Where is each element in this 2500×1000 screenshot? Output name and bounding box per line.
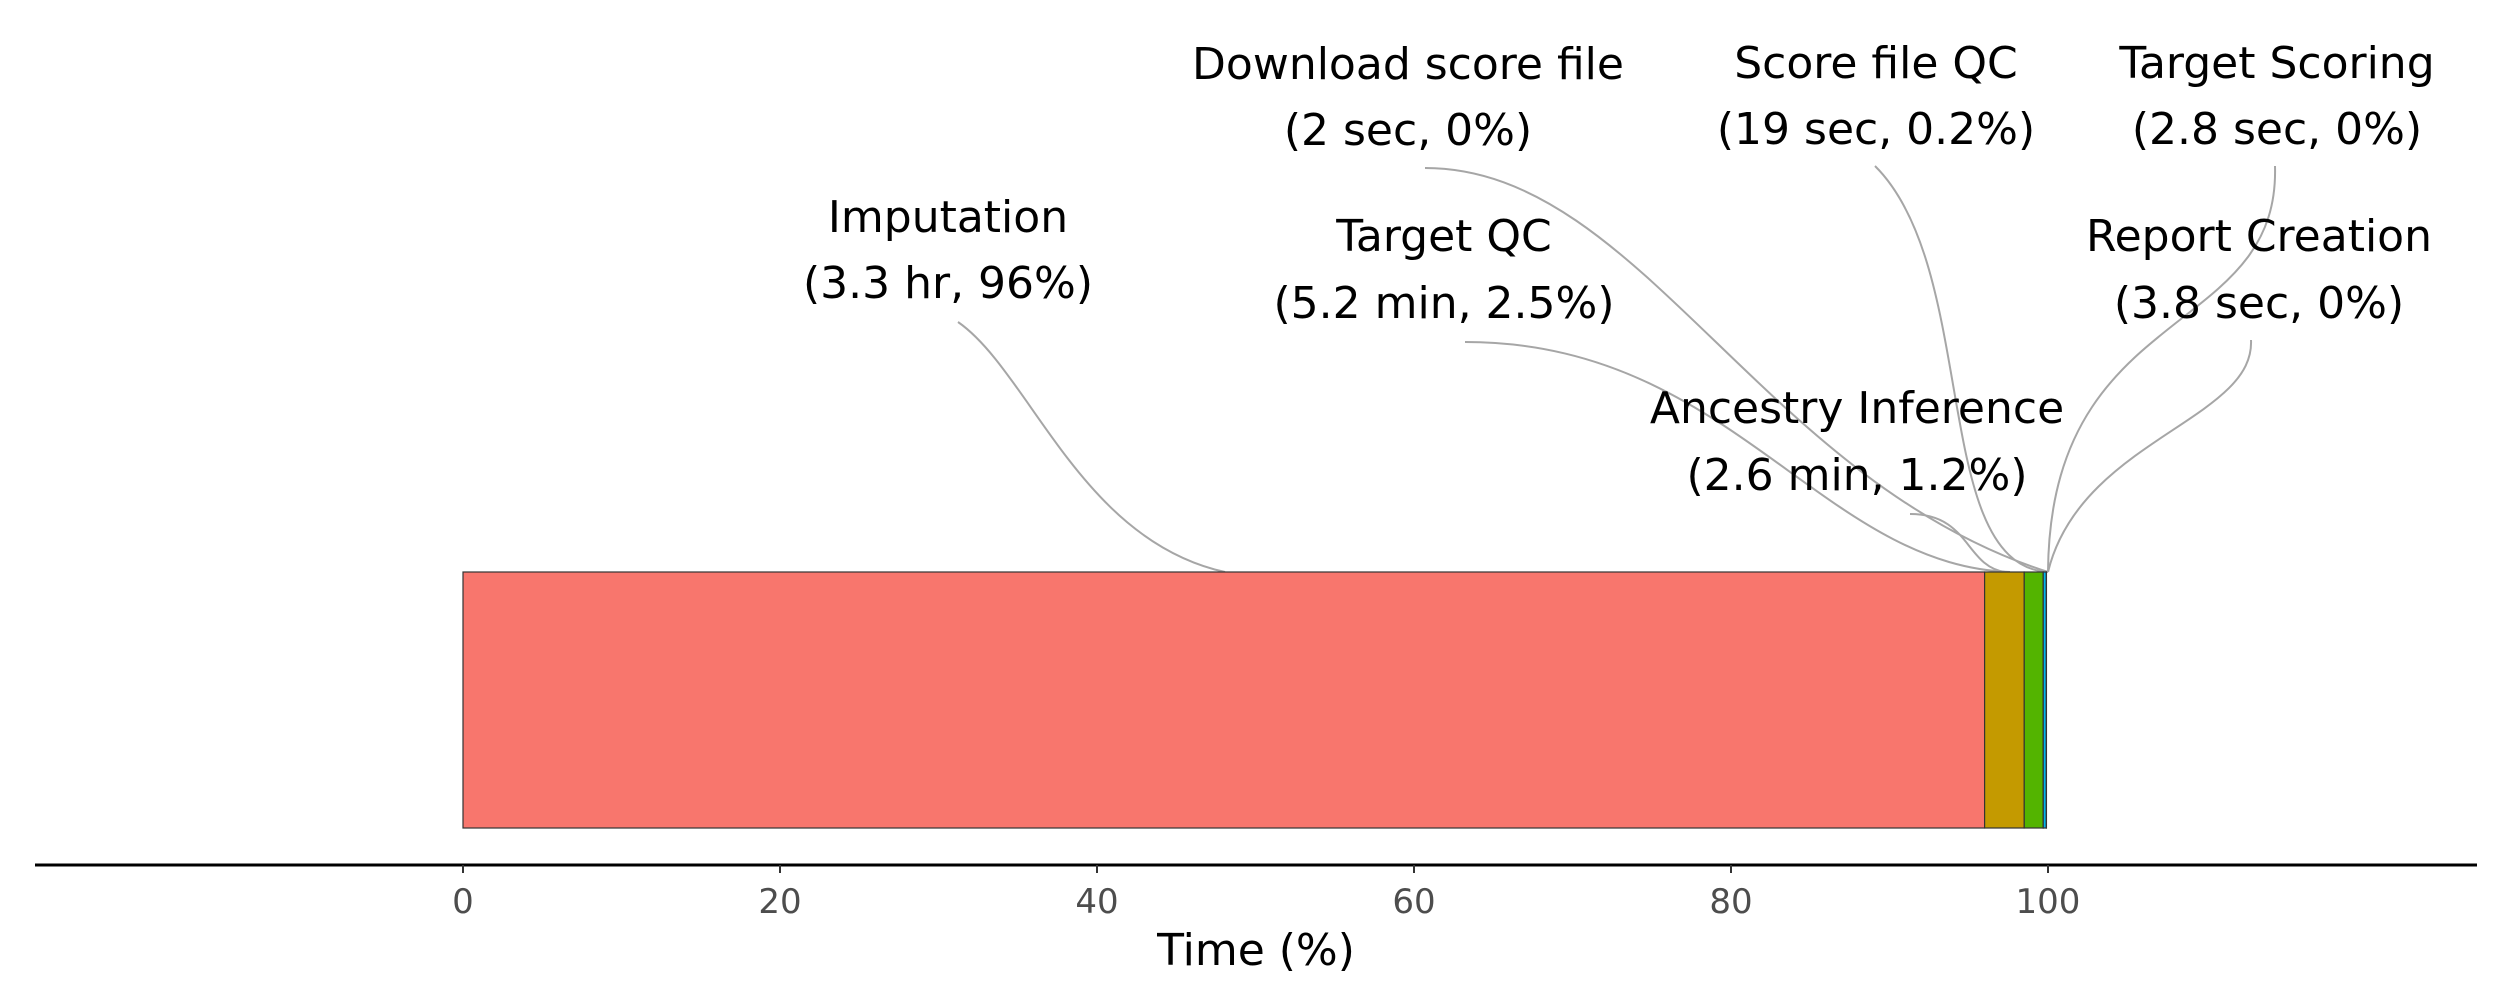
- leader-line-score-file-qc: [1874, 165, 2049, 573]
- x-tick-label-0: 0: [452, 882, 474, 922]
- annotation-value-imputation: (3.3 hr, 96%): [803, 258, 1093, 309]
- x-tick-label-60: 60: [1392, 882, 1435, 922]
- annotation-value-report-creation: (3.8 sec, 0%): [2114, 278, 2404, 329]
- annotation-name-ancestry-inference: Ancestry Inference: [1650, 383, 2064, 434]
- annotation-name-score-file-qc: Score file QC: [1734, 38, 2018, 89]
- leader-line-target-scoring: [2047, 165, 2277, 573]
- annotation-name-report-creation: Report Creation: [2086, 211, 2432, 262]
- bar-segments: [462, 571, 2048, 829]
- x-axis-title: Time (%): [1156, 925, 1355, 976]
- x-tick-label-20: 20: [758, 882, 801, 922]
- leader-line-imputation: [957, 321, 1226, 573]
- annotation-value-target-scoring: (2.8 sec, 0%): [2132, 104, 2422, 155]
- annotation-leaders: [957, 165, 2277, 573]
- annotation-value-score-file-qc: (19 sec, 0.2%): [1717, 104, 2035, 155]
- annotation-value-ancestry-inference: (2.6 min, 1.2%): [1686, 450, 2027, 501]
- annotation-name-target-scoring: Target Scoring: [2118, 38, 2434, 89]
- annotation-name-target-qc: Target QC: [1335, 211, 1551, 262]
- segment-annotations: Imputation (3.3 hr, 96%) Target QC (5.2 min…: [803, 38, 2435, 501]
- leader-line-report-creation: [2047, 339, 2253, 573]
- x-tick-label-80: 80: [1709, 882, 1752, 922]
- annotation-name-imputation: Imputation: [828, 192, 1068, 243]
- annotation-value-target-qc: (5.2 min, 2.5%): [1273, 278, 1614, 329]
- bar-segment-imputation: [462, 571, 1986, 829]
- leader-line-target-qc: [1464, 341, 2011, 573]
- annotation-value-download-score-file: (2 sec, 0%): [1284, 105, 1532, 156]
- x-tick-label-40: 40: [1075, 882, 1118, 922]
- bar-segment-target-qc: [1983, 571, 2025, 829]
- leader-line-download-score-file: [1424, 167, 2049, 573]
- annotation-name-download-score-file: Download score file: [1192, 39, 1624, 90]
- bar-segment-ancestry-inference: [2023, 571, 2044, 829]
- x-tick-label-100: 100: [2016, 882, 2081, 922]
- x-axis-ticks: 0 20 40 60 80 100: [452, 865, 2080, 922]
